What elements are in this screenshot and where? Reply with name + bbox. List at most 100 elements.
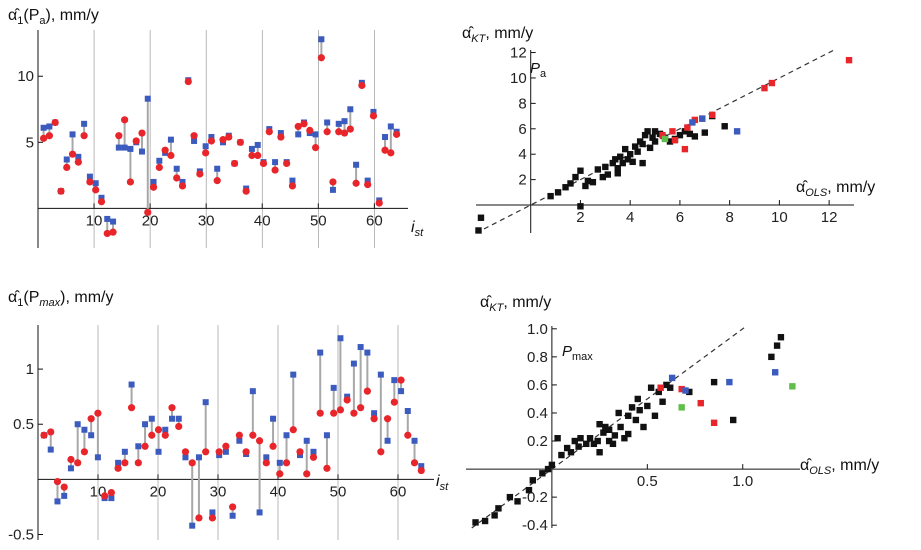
blue-point — [173, 165, 180, 172]
blue-point — [144, 95, 151, 102]
y-axis-label: α̂1(Pa), mm/y — [8, 7, 99, 27]
red-point — [669, 128, 676, 135]
red-point — [358, 81, 366, 90]
blue-point — [310, 448, 317, 455]
black-point — [590, 440, 598, 448]
red-point — [132, 137, 140, 145]
black-point — [667, 384, 674, 391]
black-point — [647, 384, 655, 391]
blue-point — [88, 432, 95, 439]
black-point — [558, 451, 565, 459]
red-point — [296, 448, 304, 456]
y-tick-label: -0.4 — [522, 517, 548, 534]
x-tick-label: 6 — [676, 209, 684, 226]
blue-point — [46, 123, 53, 130]
red-point — [309, 453, 318, 461]
red-point — [306, 126, 314, 135]
blue-point — [317, 349, 324, 356]
red-point — [350, 409, 358, 417]
black-point — [563, 444, 571, 452]
red-point — [330, 409, 338, 417]
black-point — [777, 334, 785, 341]
y-tick-label: 10 — [510, 70, 527, 87]
red-point — [242, 448, 250, 456]
blue-point — [357, 344, 364, 351]
x-tick-label: 10 — [86, 212, 103, 229]
red-point — [657, 384, 664, 391]
x-axis-label: ist — [436, 473, 449, 493]
blue-point — [202, 143, 209, 150]
black-point — [634, 148, 641, 155]
y-tick-label: 6 — [518, 121, 526, 138]
blue-point — [248, 145, 255, 152]
blue-point — [142, 421, 149, 428]
black-point — [666, 138, 674, 145]
x-tick-label: 50 — [330, 483, 347, 500]
red-point — [410, 459, 419, 467]
blue-point — [138, 148, 145, 155]
red-point — [335, 128, 343, 136]
red-point — [80, 448, 89, 456]
inset-label: Pmax — [562, 343, 593, 363]
blue-point — [167, 136, 174, 143]
red-point — [248, 151, 256, 160]
red-point — [283, 159, 291, 168]
red-point — [184, 77, 192, 86]
blue-point — [191, 137, 198, 144]
black-point — [686, 388, 693, 396]
x-tick-label: 1.0 — [732, 473, 753, 490]
blue-point — [63, 156, 70, 163]
red-point — [92, 186, 100, 194]
red-point — [316, 409, 324, 417]
red-point — [684, 124, 691, 131]
black-point — [567, 449, 575, 456]
black-point — [644, 128, 651, 135]
blue-point — [411, 437, 418, 444]
blue-point — [86, 173, 93, 180]
red-point — [336, 406, 345, 414]
blue-point — [104, 215, 111, 222]
red-point — [215, 448, 223, 456]
blue-point — [148, 415, 155, 422]
red-point — [219, 136, 227, 144]
black-point — [614, 164, 621, 172]
blue-point — [214, 165, 221, 172]
red-point — [148, 431, 156, 439]
black-point — [594, 166, 602, 173]
black-point — [472, 519, 479, 526]
red-point — [845, 56, 853, 64]
red-point — [63, 163, 71, 172]
black-point — [646, 144, 654, 152]
black-point — [577, 167, 584, 174]
black-point — [612, 156, 619, 163]
blue-point — [384, 437, 391, 444]
red-point — [45, 132, 53, 140]
blue-point — [135, 443, 142, 450]
blue-point — [726, 378, 733, 386]
black-point — [663, 381, 670, 389]
blue-point — [202, 399, 209, 406]
black-point — [768, 353, 775, 361]
red-point — [294, 122, 302, 131]
x-tick-label: 20 — [150, 483, 167, 500]
x-tick-label: 8 — [725, 209, 733, 226]
black-point — [475, 227, 482, 234]
black-point — [632, 416, 640, 424]
red-point — [114, 464, 122, 472]
blue-point — [94, 454, 101, 461]
blue-point — [350, 360, 357, 367]
red-point — [249, 431, 257, 439]
y-axis-label: α̂KT, mm/y — [462, 25, 533, 45]
red-point — [107, 488, 115, 497]
blue-point — [404, 408, 411, 414]
red-point — [300, 120, 308, 128]
x-tick-label: 40 — [254, 212, 271, 229]
blue-point — [254, 141, 261, 148]
red-point — [97, 198, 106, 206]
black-point — [577, 203, 584, 210]
inset-label: Pa — [530, 60, 547, 80]
blue-point — [371, 410, 378, 417]
black-point — [628, 404, 636, 411]
red-point — [40, 134, 48, 142]
